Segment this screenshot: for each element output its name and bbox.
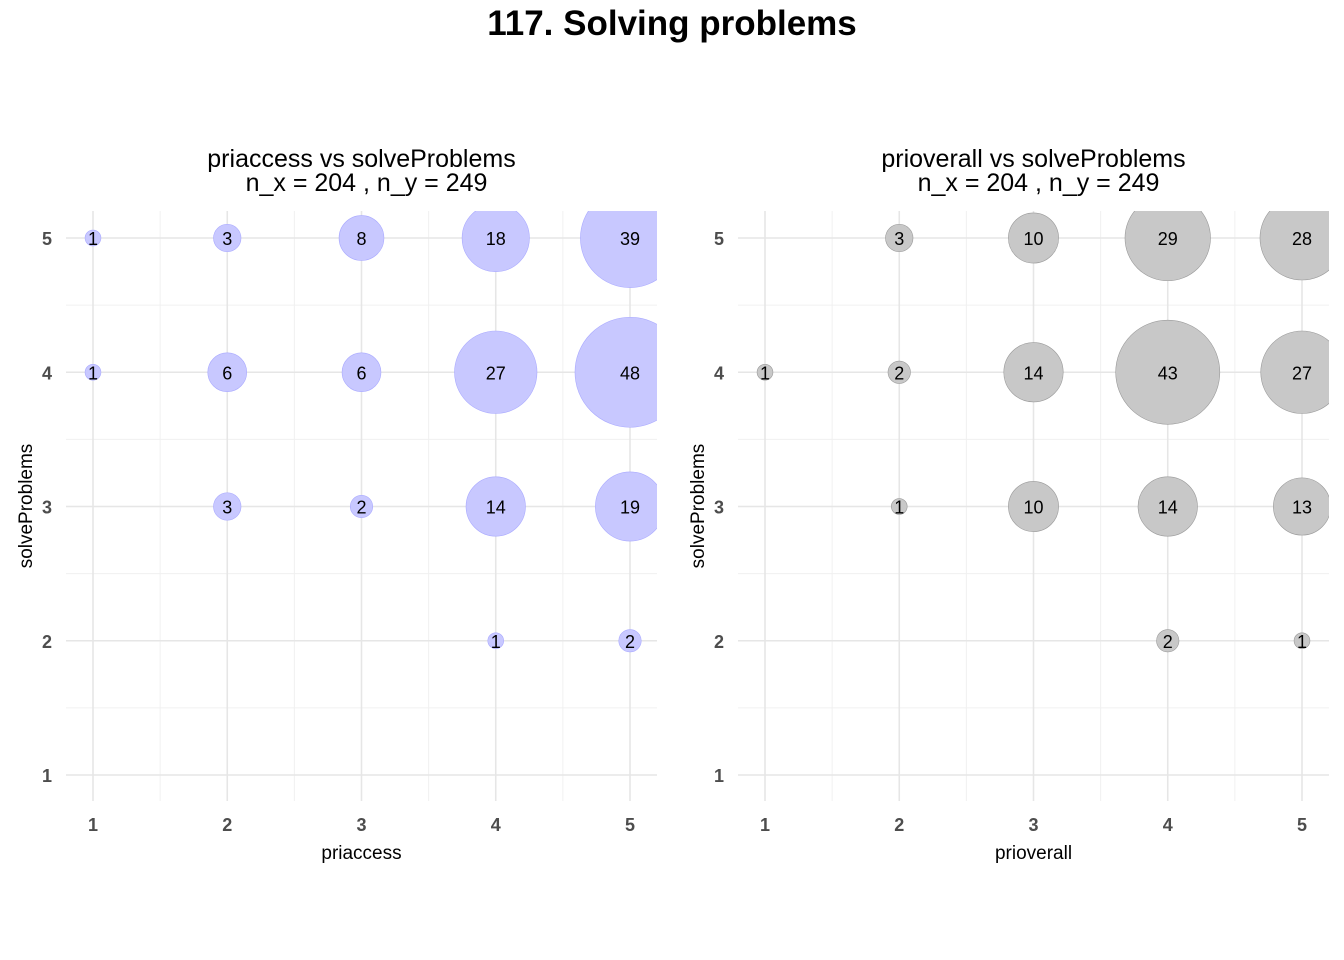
- bubble-count-label: 2: [356, 498, 366, 518]
- y-tick-label: 4: [714, 363, 724, 383]
- bubble-layer: [756, 211, 1329, 653]
- bubble: [1008, 481, 1059, 532]
- panel-title: priaccess vs solveProblems: [207, 145, 515, 173]
- bubble: [1259, 211, 1329, 281]
- x-axis-label: priaccess: [321, 843, 401, 864]
- y-tick-label: 3: [714, 498, 724, 518]
- bubble: [1115, 319, 1221, 425]
- bubble: [1008, 212, 1059, 264]
- bubble: [207, 352, 247, 392]
- y-tick-label: 2: [42, 632, 52, 652]
- bubble-count-label: 10: [1023, 498, 1043, 518]
- y-axis-label: solveProblems: [688, 444, 709, 569]
- bubble: [885, 223, 914, 253]
- bubble-count-label: 2: [625, 632, 635, 652]
- bubble-count-label: 1: [88, 363, 98, 383]
- bubble-count-label: 1: [894, 498, 904, 518]
- panel-title: prioverall vs solveProblems: [881, 145, 1185, 173]
- bubble: [341, 352, 382, 392]
- bubble-count-label: 3: [222, 498, 232, 518]
- bubble-count-label: 2: [894, 363, 904, 383]
- x-tick-label: 1: [88, 815, 98, 835]
- bubble-count-label: 1: [1297, 632, 1307, 652]
- bubble-count-label: 6: [356, 363, 366, 383]
- bubble-count-label: 1: [88, 229, 98, 249]
- bubble-layer: [84, 211, 657, 653]
- x-tick-label: 2: [894, 815, 904, 835]
- y-tick-label: 5: [42, 229, 52, 249]
- y-tick-label: 3: [42, 498, 52, 518]
- y-tick-label: 2: [714, 632, 724, 652]
- bubble: [756, 364, 774, 381]
- x-tick-label: 2: [222, 815, 232, 835]
- bubble-count-label: 8: [356, 229, 366, 249]
- bubble: [213, 492, 242, 521]
- bubble: [1260, 330, 1329, 414]
- bubble-count-label: 2: [1163, 632, 1173, 652]
- bubble-count-label: 48: [620, 363, 640, 383]
- x-tick-label: 4: [1163, 815, 1173, 835]
- bubble: [574, 316, 657, 428]
- bubble: [487, 632, 504, 649]
- panel-subtitle: n_x = 204 , n_y = 249: [246, 169, 488, 197]
- bubble-count-label: 1: [491, 632, 501, 652]
- bubble-count-label: 3: [222, 229, 232, 249]
- panel-1: 1 3 8 18 39 1 6 6 27 48 3 2 14 19 1 2 1 2 3 4 5 1 2 3 4 5 priacces…: [16, 145, 657, 864]
- bubble: [1137, 476, 1198, 537]
- bubble-count-label: 13: [1292, 498, 1312, 518]
- bubble: [454, 330, 538, 414]
- bubble: [84, 364, 102, 381]
- bubble: [84, 229, 102, 247]
- bubble: [349, 494, 374, 519]
- bubble-count-label: 43: [1158, 363, 1178, 383]
- panel-subtitle: n_x = 204 , n_y = 249: [918, 169, 1160, 197]
- bubble-count-label: 27: [486, 363, 506, 383]
- bubble: [1293, 632, 1311, 649]
- x-axis-label: prioverall: [995, 843, 1072, 864]
- x-tick-label: 3: [356, 815, 366, 835]
- chart-title: 117. Solving problems: [487, 4, 857, 43]
- bubble: [213, 223, 242, 253]
- bubble-count-label: 10: [1023, 229, 1043, 249]
- bubble-count-label: 6: [222, 363, 232, 383]
- bubble-count-label: 27: [1292, 363, 1312, 383]
- y-axis-label: solveProblems: [16, 444, 37, 569]
- y-tick-label: 1: [42, 766, 52, 786]
- bubble: [338, 215, 385, 261]
- bubble: [1156, 629, 1180, 653]
- bubble-count-label: 39: [620, 229, 640, 249]
- bubble: [1124, 211, 1211, 282]
- bubble: [1273, 477, 1329, 536]
- bubble-count-label: 18: [486, 229, 506, 249]
- x-tick-label: 4: [491, 815, 501, 835]
- bubble: [595, 471, 657, 542]
- bubble: [618, 629, 642, 653]
- bubble-count-label: 14: [486, 498, 506, 518]
- bubble-count-label: 3: [894, 229, 904, 249]
- bubble: [1003, 342, 1064, 403]
- bubble-count-label: 29: [1158, 229, 1178, 249]
- bubble-count-label: 19: [620, 498, 640, 518]
- panel-2: 3 10 29 28 1 2 14 43 27 1 10 14 13 2 1 1 2 3 4 5 1 2 3 4 5 priove…: [688, 145, 1329, 864]
- bubble: [465, 476, 526, 537]
- x-tick-label: 5: [1297, 815, 1307, 835]
- bubble-count-label: 1: [760, 363, 770, 383]
- x-tick-label: 3: [1028, 815, 1038, 835]
- bubble: [580, 211, 657, 288]
- y-tick-label: 4: [42, 363, 52, 383]
- bubble-count-label: 28: [1292, 229, 1312, 249]
- y-tick-label: 1: [714, 766, 724, 786]
- bubble: [891, 498, 908, 515]
- bubble: [887, 360, 911, 384]
- bubble-count-label: 14: [1158, 498, 1178, 518]
- bubble-count-label: 14: [1023, 363, 1043, 383]
- bubble: [461, 211, 530, 272]
- x-tick-label: 1: [760, 815, 770, 835]
- x-tick-label: 5: [625, 815, 635, 835]
- y-tick-label: 5: [714, 229, 724, 249]
